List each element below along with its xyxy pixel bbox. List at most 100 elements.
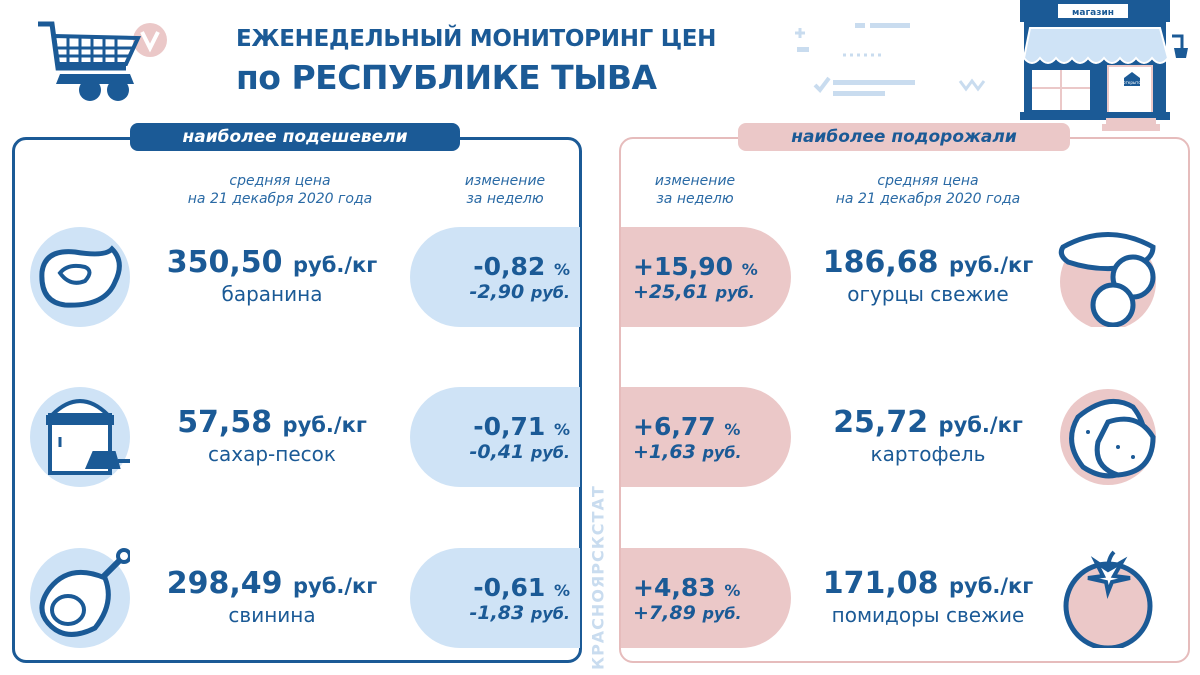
ruble-change: -0,41 руб. — [469, 441, 570, 463]
product-name: огурцы свежие — [847, 282, 1009, 306]
price-value: 171,08 руб./кг — [798, 566, 1058, 601]
shop-door-sign: открыто — [1123, 80, 1141, 85]
pork-ham-icon — [30, 548, 130, 648]
title-line-1: ЕЖЕНЕДЕЛЬНЫЙ МОНИТОРИНГ ЦЕН — [236, 26, 717, 52]
lamb-meat-icon — [30, 227, 130, 327]
price-unit: руб./кг — [948, 574, 1034, 598]
pricier-tag: наиболее подорожали — [738, 123, 1070, 151]
price-unit: руб./кг — [938, 413, 1023, 437]
title-line-2: по РЕСПУБЛИКЕ ТЫВА — [236, 58, 657, 97]
cheaper-tag: наиболее подешевели — [130, 123, 460, 151]
price-block: 25,72 руб./кг картофель — [798, 405, 1058, 466]
ruble-unit: руб. — [702, 603, 742, 623]
ruble-value: +1,63 — [633, 440, 696, 463]
percent-value: -0,82 — [473, 251, 546, 281]
ruble-unit: руб. — [530, 603, 570, 623]
change-pill: +6,77 % +1,63 руб. — [621, 387, 791, 487]
tomato-icon — [1063, 550, 1153, 648]
header-line: за неделю — [656, 191, 734, 207]
percent-value: +4,83 — [633, 572, 716, 602]
percent-unit: % — [724, 419, 741, 439]
percent-value: -0,71 — [473, 411, 546, 441]
ruble-change: -1,83 руб. — [469, 602, 570, 624]
right-price-header: средняя цена на 21 декабря 2020 года — [798, 172, 1058, 208]
left-change-header: изменение за неделю — [440, 172, 570, 208]
product-name: картофель — [870, 442, 986, 466]
percent-unit: % — [724, 580, 741, 600]
shopping-cart-icon — [38, 21, 167, 101]
right-change-header: изменение за неделю — [630, 172, 760, 208]
header-line: средняя цена — [877, 173, 979, 189]
change-pill: +15,90 % +25,61 руб. — [621, 227, 791, 327]
percent-change: +6,77 % — [633, 412, 740, 441]
percent-value: +15,90 — [633, 251, 734, 281]
header-line: за неделю — [466, 191, 544, 207]
ruble-change: -2,90 руб. — [469, 281, 570, 303]
shop-sign: магазин — [1072, 8, 1114, 18]
ruble-change: +25,61 руб. — [633, 281, 755, 303]
ruble-unit: руб. — [715, 282, 755, 302]
ruble-value: +25,61 — [633, 280, 710, 303]
price-value: 350,50 руб./кг — [142, 245, 402, 280]
price-number: 350,50 — [166, 245, 283, 280]
price-value: 25,72 руб./кг — [798, 405, 1058, 440]
change-pill: -0,71 % -0,41 руб. — [410, 387, 580, 487]
header-line: средняя цена — [229, 173, 331, 189]
header-line: изменение — [654, 173, 736, 189]
percent-change: +15,90 % — [633, 252, 758, 281]
decorative-lines-icon — [795, 23, 986, 96]
change-pill: -0,61 % -1,83 руб. — [410, 548, 580, 648]
percent-unit: % — [553, 259, 570, 279]
ruble-change: +1,63 руб. — [633, 441, 742, 463]
potato-icon — [1060, 389, 1156, 485]
percent-change: -0,61 % — [473, 573, 570, 602]
header-line: изменение — [464, 173, 546, 189]
product-name: баранина — [221, 282, 323, 306]
change-pill: -0,82 % -2,90 руб. — [410, 227, 580, 327]
ruble-value: -1,83 — [469, 601, 525, 624]
cucumber-icon — [1058, 232, 1156, 327]
product-name: сахар-песок — [208, 442, 336, 466]
percent-unit: % — [741, 259, 758, 279]
change-pill: +4,83 % +7,89 руб. — [621, 548, 791, 648]
watermark: КРАСНОЯРСКСТАТ — [588, 485, 608, 670]
ruble-unit: руб. — [530, 442, 570, 462]
header-line: на 21 декабря 2020 года — [187, 191, 373, 207]
header-line: на 21 декабря 2020 года — [835, 191, 1021, 207]
ruble-value: -2,90 — [469, 280, 525, 303]
price-value: 186,68 руб./кг — [798, 245, 1058, 280]
ruble-unit: руб. — [530, 282, 570, 302]
price-block: 171,08 руб./кг помидоры свежие — [798, 566, 1058, 627]
price-number: 298,49 — [166, 566, 283, 601]
price-block: 57,58 руб./кг сахар-песок — [142, 405, 402, 466]
price-unit: руб./кг — [282, 413, 367, 437]
price-block: 350,50 руб./кг баранина — [142, 245, 402, 306]
percent-unit: % — [553, 419, 570, 439]
percent-unit: % — [553, 580, 570, 600]
left-price-header: средняя цена на 21 декабря 2020 года — [150, 172, 410, 208]
price-value: 57,58 руб./кг — [142, 405, 402, 440]
percent-change: -0,82 % — [473, 252, 570, 281]
ruble-value: +7,89 — [633, 601, 696, 624]
price-block: 298,49 руб./кг свинина — [142, 566, 402, 627]
percent-change: +4,83 % — [633, 573, 740, 602]
ruble-change: +7,89 руб. — [633, 602, 742, 624]
product-name: свинина — [228, 603, 316, 627]
price-number: 171,08 — [822, 566, 939, 601]
price-unit: руб./кг — [292, 574, 378, 598]
price-number: 57,58 — [177, 405, 273, 440]
price-value: 298,49 руб./кг — [142, 566, 402, 601]
price-unit: руб./кг — [948, 253, 1034, 277]
shop-icon: магазин открыто — [1020, 0, 1188, 131]
percent-value: +6,77 — [633, 411, 716, 441]
ruble-value: -0,41 — [469, 440, 525, 463]
sugar-bag-icon — [30, 387, 130, 487]
price-number: 186,68 — [822, 245, 939, 280]
product-name: помидоры свежие — [831, 603, 1025, 627]
ruble-unit: руб. — [702, 442, 742, 462]
price-unit: руб./кг — [292, 253, 378, 277]
percent-change: -0,71 % — [473, 412, 570, 441]
percent-value: -0,61 — [473, 572, 546, 602]
price-block: 186,68 руб./кг огурцы свежие — [798, 245, 1058, 306]
price-number: 25,72 — [833, 405, 929, 440]
